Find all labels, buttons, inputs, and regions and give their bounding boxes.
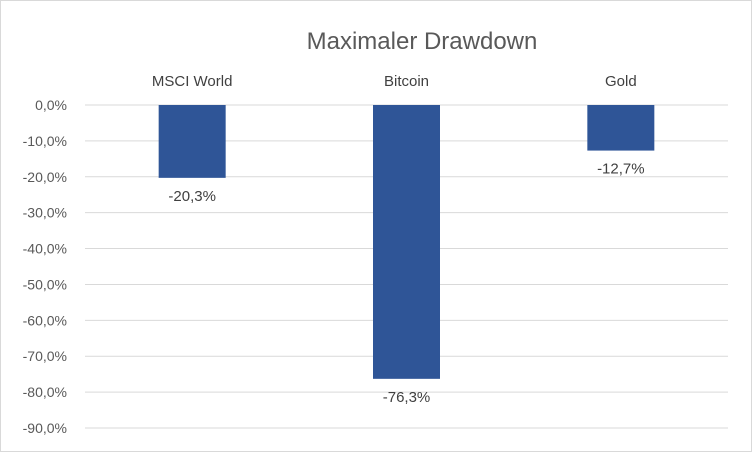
y-tick-label: -60,0% <box>23 312 67 328</box>
y-tick-label: -30,0% <box>23 205 67 221</box>
y-tick-label: -90,0% <box>23 420 67 436</box>
y-tick-label: -10,0% <box>23 133 67 149</box>
chart-title: Maximaler Drawdown <box>307 28 538 55</box>
y-tick-label: -80,0% <box>23 384 67 400</box>
y-tick-label: -20,0% <box>23 169 67 185</box>
bar <box>373 105 440 379</box>
category-label: Gold <box>605 73 637 90</box>
y-tick-label: 0,0% <box>35 97 67 113</box>
data-label: -20,3% <box>168 188 216 205</box>
category-label: Bitcoin <box>384 73 429 90</box>
bars <box>158 105 655 379</box>
y-tick-label: -70,0% <box>23 348 67 364</box>
y-axis-tick-labels: 0,0% -10,0% -20,0% -30,0% -40,0% -50,0% -60,0%… <box>23 97 67 436</box>
y-tick-label: -40,0% <box>23 241 67 257</box>
category-label: MSCI World <box>152 73 233 90</box>
data-label: -12,7% <box>597 161 645 178</box>
bar <box>158 105 226 178</box>
data-labels: -20,3% -76,3% -12,7% <box>168 161 644 406</box>
category-labels: MSCI World Bitcoin Gold <box>152 73 637 90</box>
data-label: -76,3% <box>383 389 431 406</box>
y-tick-label: -50,0% <box>23 276 67 292</box>
bar <box>587 105 655 151</box>
